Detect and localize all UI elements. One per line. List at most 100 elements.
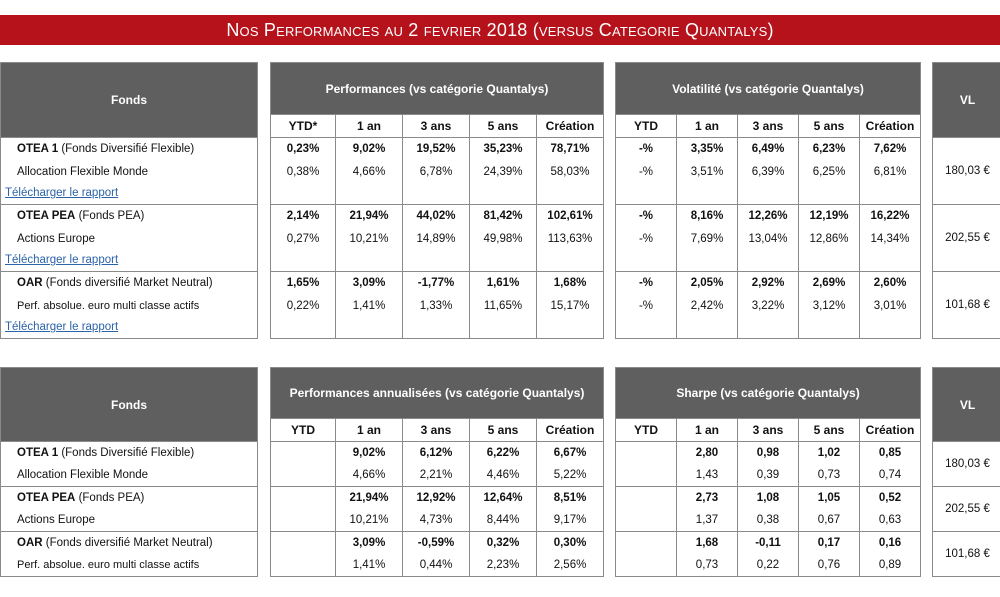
- empty-cell: [798, 249, 860, 272]
- empty-cell: [676, 182, 738, 205]
- vol-header: Volatilité (vs catégorie Quantalys): [614, 62, 922, 115]
- sharpe-fund-value: 0,98: [737, 441, 799, 465]
- perf-ann-category-value: 10,21%: [335, 509, 403, 532]
- vol-fund-value: -%: [615, 137, 677, 161]
- perf-ann-category-value: 4,73%: [402, 509, 470, 532]
- perf-ann-category-value: 0,44%: [402, 554, 470, 577]
- download-report-link[interactable]: Télécharger le rapport: [0, 316, 258, 339]
- empty-cell: [858, 182, 922, 205]
- perf-fund-value: 1,65%: [270, 271, 336, 295]
- perf-ann-category-value: 8,44%: [469, 509, 537, 532]
- perf-ann-category-value: 2,21%: [402, 464, 470, 487]
- sharpe-header: Sharpe (vs catégorie Quantalys): [614, 367, 922, 419]
- table2-fonds: Fonds OTEA 1 (Fonds Diversifié Flexible)…: [0, 367, 258, 577]
- perf-fund-value: 1,61%: [469, 271, 537, 295]
- vol-category-value: 3,01%: [858, 294, 922, 317]
- vol-fund-value: 2,92%: [737, 271, 799, 295]
- fund-name-cell: OTEA PEA (Fonds PEA): [0, 204, 258, 228]
- download-report-link[interactable]: Télécharger le rapport: [0, 182, 258, 205]
- vol-category-value: 12,86%: [798, 227, 860, 250]
- sharpe-fund-value: 1,08: [737, 486, 799, 510]
- sharpe-category-value: 0,73: [676, 554, 738, 577]
- vol-fund-value: -%: [615, 204, 677, 228]
- perf-ann-category-value: 4,66%: [335, 464, 403, 487]
- perf-category-value: 4,66%: [335, 160, 403, 183]
- empty-cell: [615, 182, 677, 205]
- empty-cell: [798, 316, 860, 339]
- fonds-header-2: Fonds: [0, 367, 258, 442]
- table1-volatilite: Volatilité (vs catégorie Quantalys) YTD 1…: [614, 62, 922, 339]
- perf-ann-category-value: [270, 509, 336, 532]
- empty-cell: [737, 182, 799, 205]
- vol-fund-value: 12,26%: [737, 204, 799, 228]
- page-banner-title: Nos Performances au 2 fevrier 2018 (vers…: [0, 15, 1000, 45]
- perf-category-value: 6,78%: [402, 160, 470, 183]
- perf-ann-category-value: 9,17%: [535, 509, 605, 532]
- vol-fund-value: 2,05%: [676, 271, 738, 295]
- sharpe-category-value: 0,67: [798, 509, 860, 532]
- perf-fund-value: 81,42%: [469, 204, 537, 228]
- empty-cell: [535, 316, 605, 339]
- perf-ann-col-header: 5 ans: [469, 418, 537, 442]
- download-report-link[interactable]: Télécharger le rapport: [0, 249, 258, 272]
- sharpe-col-header: 1 an: [676, 418, 738, 442]
- vol-category-value: 6,81%: [858, 160, 922, 183]
- perf-fund-value: 44,02%: [402, 204, 470, 228]
- sharpe-fund-value: 0,85: [858, 441, 922, 465]
- fund-name-cell: OTEA PEA (Fonds PEA): [0, 486, 258, 510]
- sharpe-category-value: 0,22: [737, 554, 799, 577]
- vol-category-value: 3,12%: [798, 294, 860, 317]
- sharpe-category-value: 1,37: [676, 509, 738, 532]
- vol-fund-value: 6,49%: [737, 137, 799, 161]
- perf-ann-fund-value: 6,12%: [402, 441, 470, 465]
- perf-ann-fund-value: [270, 486, 336, 510]
- vol-category-value: -%: [615, 160, 677, 183]
- vl-value: 101,68 €: [932, 271, 1000, 339]
- vol-category-value: 7,69%: [676, 227, 738, 250]
- empty-cell: [676, 316, 738, 339]
- sharpe-col-header: YTD: [615, 418, 677, 442]
- perf-category-value: 11,65%: [469, 294, 537, 317]
- fund-name-cell: OAR (Fonds diversifié Market Neutral): [0, 271, 258, 295]
- table1-performances: Performances (vs catégorie Quantalys) YT…: [269, 62, 605, 339]
- vol-col-header: 1 an: [676, 114, 738, 138]
- sharpe-category-value: 0,89: [858, 554, 922, 577]
- vol-category-value: 13,04%: [737, 227, 799, 250]
- empty-cell: [469, 249, 537, 272]
- sharpe-fund-value: 2,73: [676, 486, 738, 510]
- perf-fund-value: 21,94%: [335, 204, 403, 228]
- fund-category: Actions Europe: [0, 509, 258, 532]
- perf-category-value: 1,33%: [402, 294, 470, 317]
- perf-category-value: 0,38%: [270, 160, 336, 183]
- vol-fund-value: 12,19%: [798, 204, 860, 228]
- empty-cell: [676, 249, 738, 272]
- fund-name-cell: OTEA 1 (Fonds Diversifié Flexible): [0, 441, 258, 465]
- vol-col-header: 3 ans: [737, 114, 799, 138]
- vol-fund-value: 2,60%: [858, 271, 922, 295]
- sharpe-fund-value: 1,68: [676, 531, 738, 555]
- vol-col-header: YTD: [615, 114, 677, 138]
- perf-fund-value: 19,52%: [402, 137, 470, 161]
- perf-ann-category-value: 1,41%: [335, 554, 403, 577]
- sharpe-fund-value: 0,17: [798, 531, 860, 555]
- perf-fund-value: -1,77%: [402, 271, 470, 295]
- vl-value: 101,68 €: [932, 531, 1000, 577]
- vol-fund-value: 3,35%: [676, 137, 738, 161]
- empty-cell: [858, 316, 922, 339]
- vol-category-value: 3,51%: [676, 160, 738, 183]
- fund-name: OTEA PEA: [17, 492, 76, 505]
- sharpe-category-value: 0,74: [858, 464, 922, 487]
- vol-col-header: Création: [858, 114, 922, 138]
- perf-category-value: 14,89%: [402, 227, 470, 250]
- fonds-header: Fonds: [0, 62, 258, 138]
- sharpe-category-value: 1,43: [676, 464, 738, 487]
- perf-header: Performances (vs catégorie Quantalys): [269, 62, 605, 115]
- fund-category: Allocation Flexible Monde: [0, 160, 258, 183]
- sharpe-fund-value: 0,52: [858, 486, 922, 510]
- fund-type: (Fonds PEA): [78, 210, 145, 223]
- perf-category-value: 1,41%: [335, 294, 403, 317]
- table2-sharpe: Sharpe (vs catégorie Quantalys) YTD 1 an 3…: [614, 367, 922, 577]
- vol-category-value: 14,34%: [858, 227, 922, 250]
- empty-cell: [402, 249, 470, 272]
- sharpe-col-header: Création: [858, 418, 922, 442]
